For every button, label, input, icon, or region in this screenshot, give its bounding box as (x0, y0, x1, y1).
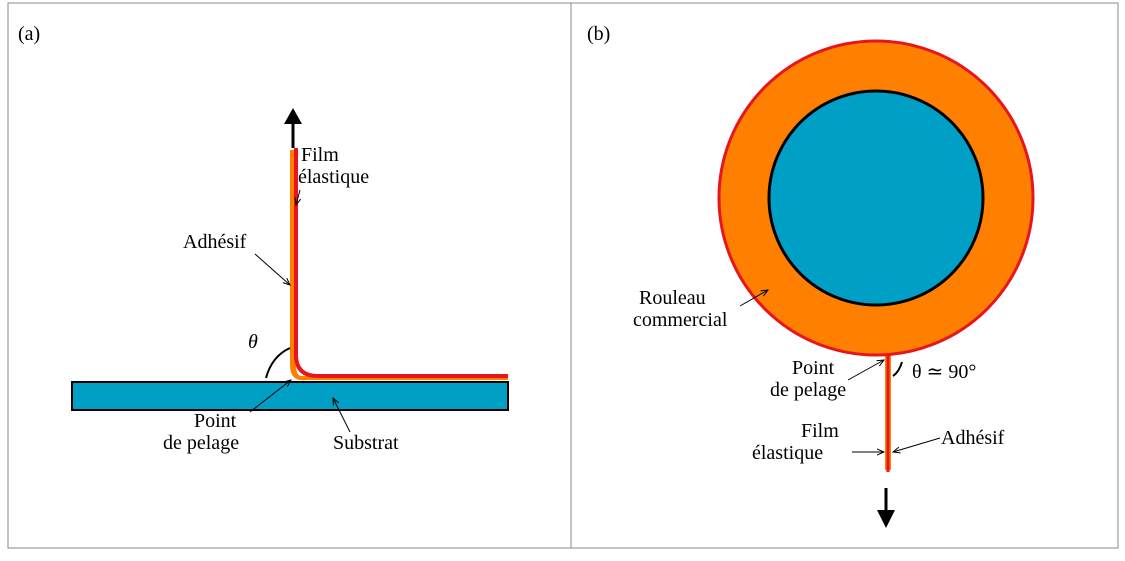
angle-arc (265, 347, 291, 379)
panel-label: (b) (587, 23, 610, 45)
pointer (333, 398, 351, 433)
pointer (249, 380, 291, 413)
substrate (71, 381, 509, 411)
label: Adhésif (183, 231, 247, 253)
pointer (739, 290, 768, 307)
label: Point (194, 410, 237, 432)
panel-b: (b) Rouleau commercial Point de pelage θ… (587, 23, 1035, 528)
pointer (296, 189, 300, 205)
film (294, 148, 508, 378)
label: commercial (633, 309, 728, 331)
label: θ ≃ 90° (912, 361, 976, 383)
arrow-head (877, 510, 895, 528)
arrow-head (284, 108, 302, 124)
label: de pelage (163, 432, 239, 454)
angle-arc (892, 361, 903, 377)
pointer (847, 360, 884, 381)
label: Adhésif (941, 427, 1005, 449)
frame (7, 2, 1119, 549)
label: Substrat (333, 432, 399, 454)
label: élastique (752, 442, 823, 464)
pointer (254, 253, 290, 285)
panel-a: (a) Film élastique Adhésif θ Point de pe… (18, 23, 509, 454)
label: de pelage (770, 379, 846, 401)
label: Point (792, 357, 835, 379)
label: Rouleau (639, 287, 706, 309)
core (767, 89, 985, 307)
label: θ (248, 331, 258, 353)
pointer (893, 437, 941, 452)
panel-label: (a) (18, 23, 40, 45)
label: élastique (298, 166, 369, 188)
label: Film (801, 420, 839, 442)
label: Film (301, 144, 339, 166)
